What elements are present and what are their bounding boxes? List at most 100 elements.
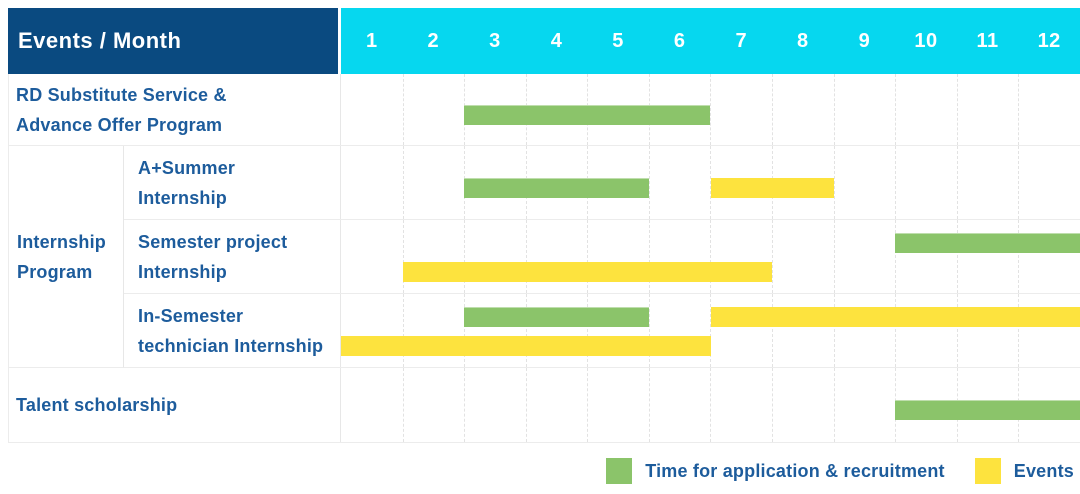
month-gridline: [895, 146, 957, 219]
month-gridline: [710, 220, 772, 293]
label-line: Internship: [138, 187, 228, 208]
month-header-cell: 9: [858, 29, 871, 52]
month-header-cell: 10: [914, 29, 938, 52]
month-gridline: [895, 220, 957, 293]
month-gridline: [772, 294, 834, 367]
legend-label: Time for application & recruitment: [645, 460, 945, 481]
month-gridline: [710, 368, 772, 442]
label-line: Talent scholarship: [16, 395, 178, 415]
month-header-cell: 2: [427, 29, 440, 52]
month-gridline: [648, 220, 711, 293]
legend-label: Events: [1013, 460, 1074, 481]
gantt-body: RD Substitute Service & Advance Offer Pro…: [8, 74, 1080, 443]
month-gridline: [587, 294, 649, 367]
month-gridline: [1018, 294, 1080, 367]
month-gridline: [402, 146, 465, 219]
month-header-cell: 8: [797, 29, 809, 52]
row-label-cell: In-Semester technician Internship: [124, 294, 341, 367]
label-line: Internship: [17, 231, 107, 252]
month-grid: [341, 74, 1080, 145]
month-header-cell: 4: [550, 29, 563, 52]
legend-item-recruitment: Time for application & recruitment: [606, 458, 945, 484]
label-line: A+Summer: [138, 157, 236, 178]
group-rows: A+Summer Internship Semester project Intern…: [124, 146, 1080, 368]
month-gridline: [648, 294, 711, 367]
month-gridline: [464, 368, 526, 442]
month-gridline: [833, 220, 896, 293]
month-grid: [341, 220, 1080, 293]
row-chart-area: [341, 220, 1080, 293]
row-label-cell: Semester project Internship: [124, 220, 341, 293]
month-gridline: [956, 294, 1019, 367]
label-line: Internship: [138, 261, 228, 282]
legend-item-events: Events: [974, 458, 1074, 484]
row-label-cell: A+Summer Internship: [124, 146, 341, 219]
month-gridline: [464, 294, 526, 367]
month-gridline: [587, 368, 649, 442]
recruitment-bar: [464, 177, 649, 198]
month-gridline: [341, 74, 403, 145]
month-gridline: [648, 368, 711, 442]
month-gridline: [956, 146, 1019, 219]
gantt-row: Semester project Internship: [124, 220, 1080, 294]
gantt-row: RD Substitute Service & Advance Offer Pro…: [9, 74, 1080, 146]
group-label-cell: Internship Program: [9, 146, 124, 368]
month-gridline: [833, 146, 896, 219]
month-gridline: [341, 368, 403, 442]
label-line: Semester project: [138, 231, 288, 252]
events-bar: [402, 262, 773, 282]
month-header-cell: 6: [673, 29, 686, 52]
month-gridline: [772, 368, 834, 442]
events-bar: [341, 336, 711, 356]
events-bar: [710, 177, 834, 198]
month-gridline: [341, 294, 403, 367]
label-line: In-Semester: [138, 305, 244, 326]
month-header-cell: 5: [612, 29, 624, 52]
month-gridline: [587, 220, 649, 293]
month-gridline: [956, 74, 1019, 145]
legend: Time for application & recruitment Events: [606, 454, 1074, 488]
row-label-cell: RD Substitute Service & Advance Offer Pro…: [9, 74, 341, 145]
month-gridline: [895, 74, 957, 145]
month-grid: [341, 294, 1080, 367]
month-header-cell: 11: [976, 29, 999, 52]
label-line: RD Substitute Service &: [16, 84, 227, 105]
month-gridline: [895, 294, 957, 367]
month-gridline: [648, 146, 711, 219]
month-header-row: 1 2 3 4 5 6 7 8 9 10 11 12: [341, 8, 1080, 74]
month-gridline: [341, 220, 403, 293]
month-header-cell: 7: [735, 29, 748, 52]
month-gridline: [525, 294, 588, 367]
row-chart-area: [341, 74, 1080, 145]
label-line: Advance Offer Program: [16, 114, 223, 135]
month-gridline: [1018, 74, 1080, 145]
month-gridline: [772, 74, 834, 145]
month-gridline: [833, 368, 896, 442]
month-gridline: [833, 294, 896, 367]
month-gridline: [402, 74, 465, 145]
table-header-row: Events / Month 1 2 3 4 5 6 7 8 9 10 11 12: [8, 8, 1080, 74]
month-gridline: [710, 294, 772, 367]
month-header-cell: 12: [1037, 29, 1061, 52]
recruitment-bar: [895, 233, 1080, 253]
month-header-cell: 1: [365, 29, 378, 52]
events-bar: [710, 307, 1080, 327]
month-gridline: [402, 220, 465, 293]
month-gridline: [341, 146, 403, 219]
month-gridline: [710, 74, 772, 145]
label-line: technician Internship: [138, 335, 324, 356]
recruitment-bar: [895, 400, 1080, 420]
month-gridline: [464, 220, 526, 293]
month-gridline: [525, 220, 588, 293]
recruitment-swatch-icon: [606, 458, 633, 484]
month-gridline: [772, 220, 834, 293]
month-gridline: [1018, 220, 1080, 293]
row-label-cell: Talent scholarship: [9, 368, 341, 442]
month-gridline: [402, 294, 465, 367]
month-header-cell: 3: [489, 29, 501, 52]
row-chart-area: [341, 146, 1080, 219]
month-gridline: [402, 368, 465, 442]
recruitment-bar: [464, 104, 711, 125]
events-swatch-icon: [974, 458, 1001, 484]
